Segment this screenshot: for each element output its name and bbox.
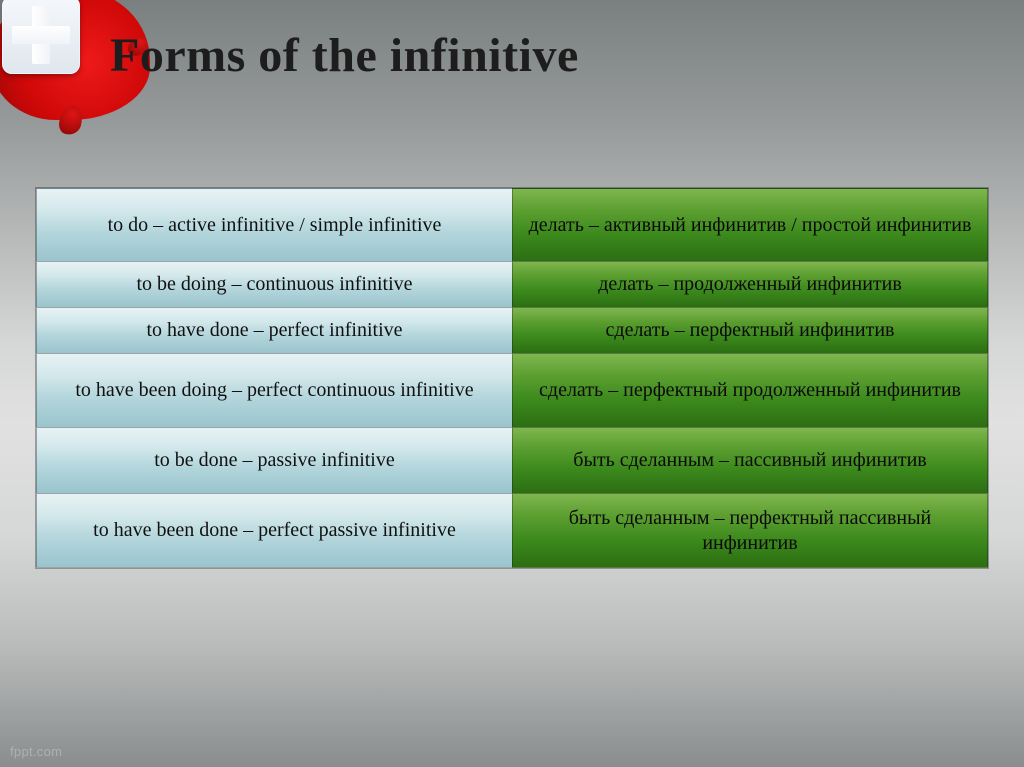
watermark: fppt.com — [10, 744, 62, 759]
cell-text: сделать – перфектный инфинитив — [527, 318, 973, 343]
cell-text: to be done – passive infinitive — [51, 448, 498, 473]
cell-text: to have done – perfect infinitive — [51, 318, 498, 343]
cell-english: to have been done – perfect passive infi… — [36, 494, 512, 568]
cell-text: быть сделанным – пассивный инфинитив — [527, 448, 973, 473]
cell-russian: делать – продолженный инфинитив — [512, 262, 988, 308]
table-row: to have been doing – perfect continuous … — [36, 354, 988, 428]
table-row: to be done – passive infinitive быть сде… — [36, 428, 988, 494]
table-row: to have done – perfect infinitive сделат… — [36, 308, 988, 354]
cell-text: быть сделанным – перфектный пассивный ин… — [527, 506, 973, 556]
cell-text: to do – active infinitive / simple infin… — [51, 213, 498, 238]
cell-english: to have been doing – perfect continuous … — [36, 354, 512, 428]
cell-russian: делать – активный инфинитив / простой ин… — [512, 188, 988, 262]
cell-text: делать – активный инфинитив / простой ин… — [527, 213, 973, 238]
cell-text: to be doing – continuous infinitive — [51, 272, 498, 297]
cell-english: to have done – perfect infinitive — [36, 308, 512, 354]
cell-russian: сделать – перфектный инфинитив — [512, 308, 988, 354]
slide-title: Forms of the infinitive — [110, 28, 984, 83]
cell-text: делать – продолженный инфинитив — [527, 272, 973, 297]
cell-russian: сделать – перфектный продолженный инфини… — [512, 354, 988, 428]
medical-cross-icon — [2, 0, 80, 74]
cell-russian: быть сделанным – перфектный пассивный ин… — [512, 494, 988, 568]
cell-text: to have been doing – perfect continuous … — [51, 378, 498, 403]
cell-english: to do – active infinitive / simple infin… — [36, 188, 512, 262]
slide: Forms of the infinitive to do – active i… — [0, 0, 1024, 767]
cell-english: to be doing – continuous infinitive — [36, 262, 512, 308]
cell-english: to be done – passive infinitive — [36, 428, 512, 494]
cell-russian: быть сделанным – пассивный инфинитив — [512, 428, 988, 494]
cell-text: to have been done – perfect passive infi… — [51, 518, 498, 543]
infinitive-forms-table: to do – active infinitive / simple infin… — [36, 188, 988, 568]
table-row: to be doing – continuous infinitive дела… — [36, 262, 988, 308]
cell-text: сделать – перфектный продолженный инфини… — [527, 378, 973, 403]
table-row: to have been done – perfect passive infi… — [36, 494, 988, 568]
blood-drop — [56, 103, 85, 138]
table-row: to do – active infinitive / simple infin… — [36, 188, 988, 262]
